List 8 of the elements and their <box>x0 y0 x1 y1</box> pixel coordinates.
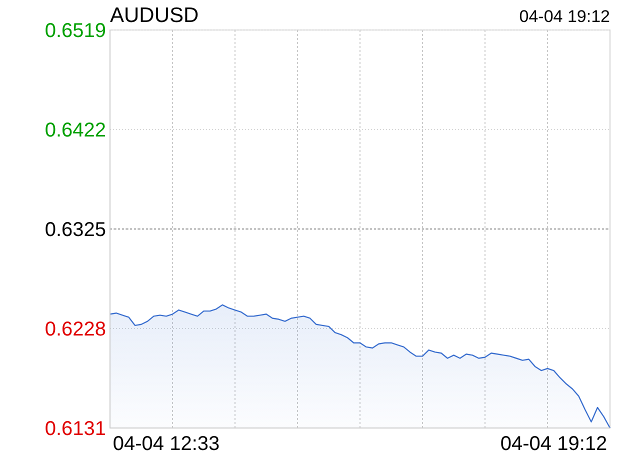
y-tick-label: 0.6228 <box>44 318 106 340</box>
y-tick-label: 0.6519 <box>44 20 106 42</box>
y-tick-label: 0.6325 <box>44 219 106 241</box>
text: 04-04 19:12 <box>519 7 610 26</box>
chart-title: AUDUSD <box>110 4 199 27</box>
y-tick-label: 0.6422 <box>44 120 106 142</box>
y-tick-label: 0.6131 <box>44 418 106 440</box>
x-tick-label: 04-04 12:33 <box>112 433 220 455</box>
